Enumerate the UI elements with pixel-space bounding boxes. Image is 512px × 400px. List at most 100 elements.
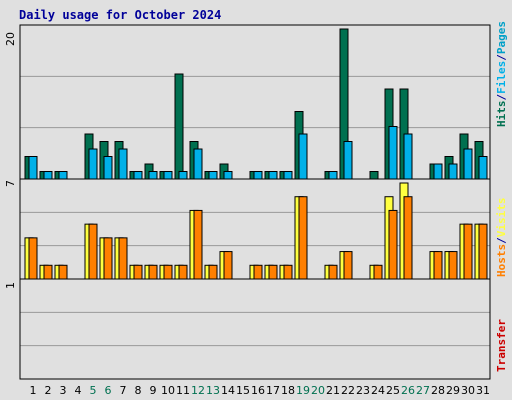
x-tick-label-day: 20 bbox=[311, 384, 325, 397]
files-bar bbox=[253, 171, 263, 180]
x-tick-label-day: 21 bbox=[326, 384, 340, 397]
hosts-bar bbox=[283, 264, 293, 280]
hosts-bar bbox=[133, 264, 143, 280]
x-tick-label-day: 28 bbox=[431, 384, 445, 397]
x-tick-label-day: 14 bbox=[221, 384, 235, 397]
files-bar bbox=[58, 171, 68, 180]
hosts-bar bbox=[118, 237, 128, 280]
x-tick-label-day: 30 bbox=[461, 384, 475, 397]
x-tick-label-day: 31 bbox=[476, 384, 490, 397]
x-tick-label-day: 1 bbox=[30, 384, 37, 397]
x-tick-label-day: 6 bbox=[105, 384, 112, 397]
hits-files-pages-label-part: / bbox=[495, 54, 508, 61]
files-bar bbox=[268, 171, 278, 180]
files-bar bbox=[403, 133, 413, 180]
x-tick-label-day: 29 bbox=[446, 384, 460, 397]
x-tick-label-day: 10 bbox=[161, 384, 175, 397]
x-tick-label-day: 13 bbox=[206, 384, 220, 397]
hosts-visits-label-part: Hosts bbox=[495, 244, 508, 277]
y-axis-max-label: 7 bbox=[4, 180, 17, 187]
hosts-bar bbox=[103, 237, 113, 280]
x-tick-label-day: 19 bbox=[296, 384, 310, 397]
hosts-bar bbox=[43, 264, 53, 280]
hosts-bar bbox=[28, 237, 38, 280]
transfer-label-part: Transfer bbox=[495, 319, 508, 372]
hosts-bar bbox=[478, 223, 488, 280]
hits-bar bbox=[174, 73, 184, 180]
hits-files-pages-label: Hits/Files/Pages bbox=[495, 21, 508, 127]
panel-frames bbox=[19, 24, 491, 380]
files-bar bbox=[223, 171, 233, 180]
hosts-bar bbox=[223, 251, 233, 280]
hosts-bar bbox=[463, 223, 473, 280]
hosts-bar bbox=[328, 264, 338, 280]
files-bar bbox=[343, 141, 353, 180]
hosts-bar bbox=[178, 264, 188, 280]
bar-marks bbox=[24, 28, 488, 280]
x-tick-label-day: 8 bbox=[135, 384, 142, 397]
hosts-bar bbox=[193, 209, 203, 280]
hits-bar bbox=[369, 171, 379, 180]
hosts-bar bbox=[373, 264, 383, 280]
files-bar bbox=[463, 148, 473, 180]
hosts-visits-label: Hosts/Visits bbox=[495, 198, 508, 278]
files-bar bbox=[328, 171, 338, 180]
hosts-bar bbox=[88, 223, 98, 280]
files-bar bbox=[178, 171, 188, 180]
files-bar bbox=[28, 156, 38, 180]
x-tick-label-day: 17 bbox=[266, 384, 280, 397]
x-tick-label-day: 2 bbox=[45, 384, 52, 397]
hosts-bar bbox=[208, 264, 218, 280]
hosts-bar bbox=[388, 209, 398, 280]
x-tick-label-day: 9 bbox=[150, 384, 157, 397]
x-tick-label-day: 24 bbox=[371, 384, 385, 397]
hosts-visits-label-part: / bbox=[495, 237, 508, 244]
files-bar bbox=[298, 133, 308, 180]
files-bar bbox=[208, 171, 218, 180]
x-tick-label-day: 16 bbox=[251, 384, 265, 397]
hosts-bar bbox=[343, 251, 353, 280]
files-bar bbox=[118, 148, 128, 180]
y-axis-max-label: 1 bbox=[4, 282, 17, 289]
hosts-visits-label-part: Visits bbox=[495, 198, 508, 238]
hits-files-pages-label-part: Files bbox=[495, 61, 508, 94]
hosts-bar bbox=[253, 264, 263, 280]
x-tick-label-day: 25 bbox=[386, 384, 400, 397]
x-tick-label-day: 12 bbox=[191, 384, 205, 397]
chart-title: Daily usage for October 2024 bbox=[19, 8, 221, 22]
x-tick-label-day: 18 bbox=[281, 384, 295, 397]
x-tick-label-day: 15 bbox=[236, 384, 250, 397]
files-bar bbox=[448, 163, 458, 180]
hosts-bar bbox=[148, 264, 158, 280]
x-tick-label-day: 3 bbox=[60, 384, 67, 397]
x-tick-label-day: 11 bbox=[176, 384, 190, 397]
files-bar bbox=[433, 163, 443, 180]
files-bar bbox=[283, 171, 293, 180]
files-bar bbox=[193, 148, 203, 180]
y-axis-max-label: 20 bbox=[4, 32, 17, 46]
x-tick-label-day: 26 bbox=[401, 384, 415, 397]
hosts-bar bbox=[58, 264, 68, 280]
hosts-bar bbox=[163, 264, 173, 280]
files-bar bbox=[88, 148, 98, 180]
x-tick-label-day: 4 bbox=[75, 384, 82, 397]
x-tick-label-day: 5 bbox=[90, 384, 97, 397]
x-tick-label-day: 7 bbox=[120, 384, 127, 397]
x-tick-label-day: 27 bbox=[416, 384, 430, 397]
files-bar bbox=[388, 126, 398, 180]
hits-files-pages-label-part: / bbox=[495, 94, 508, 101]
hosts-bar bbox=[433, 251, 443, 280]
panel-frame-3 bbox=[19, 278, 491, 380]
hosts-bar bbox=[403, 196, 413, 280]
x-tick-label-day: 23 bbox=[356, 384, 370, 397]
files-bar bbox=[148, 171, 158, 180]
x-tick-label-day: 22 bbox=[341, 384, 355, 397]
hosts-bar bbox=[268, 264, 278, 280]
files-bar bbox=[103, 156, 113, 180]
hits-files-pages-label-part: Pages bbox=[495, 21, 508, 54]
hosts-bar bbox=[298, 196, 308, 280]
files-bar bbox=[133, 171, 143, 180]
hits-files-pages-label-part: Hits bbox=[495, 101, 508, 128]
